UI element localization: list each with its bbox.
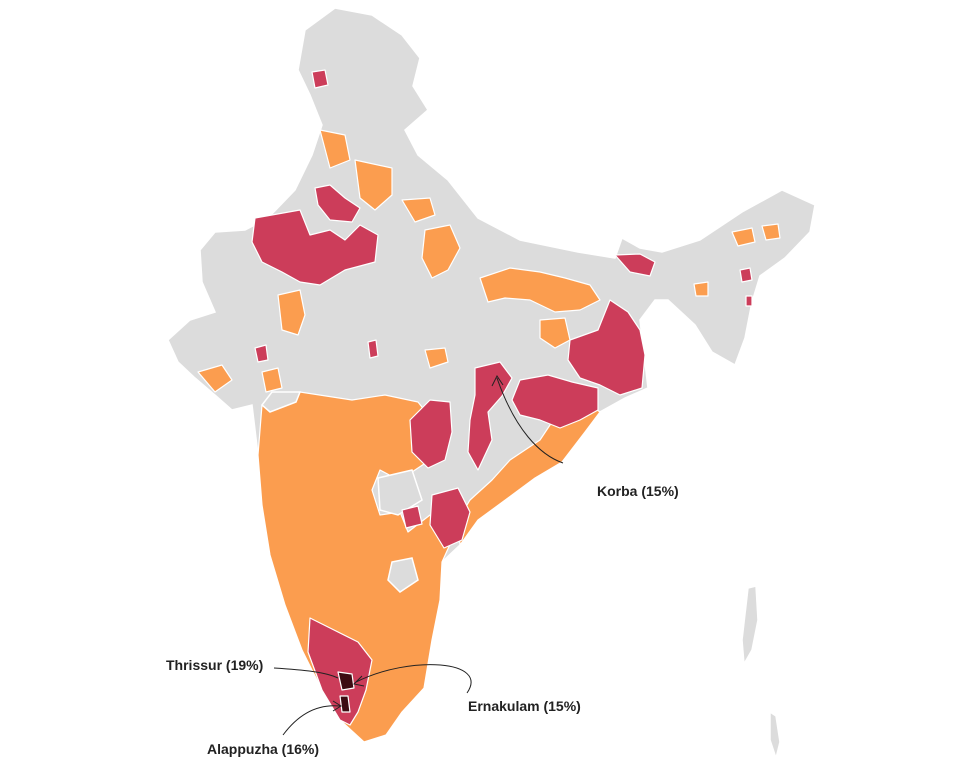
region-bengal — [567, 299, 646, 396]
ernakulam-arrowhead — [352, 675, 365, 687]
andaman-islands — [741, 585, 759, 667]
region-small-red-1 — [401, 505, 423, 529]
nicobar-islands — [769, 710, 781, 761]
alappuzha-arrowhead — [332, 700, 342, 712]
region-telangana-red — [429, 487, 471, 549]
district-thrissur — [337, 671, 355, 691]
region-kerala — [307, 617, 373, 726]
region-kashmir-red — [311, 69, 329, 89]
korba-arrowhead — [491, 375, 504, 387]
thrissur-leader — [273, 667, 339, 679]
region-bihar-orange — [479, 267, 601, 313]
region-haryana-red — [314, 184, 361, 223]
region-ne-red-2 — [745, 295, 753, 307]
region-mp-red — [367, 339, 379, 359]
korba-leader — [496, 377, 564, 464]
region-rajasthan-red — [251, 209, 379, 286]
alappuzha-leader — [282, 705, 341, 736]
region-gujarat-orange-2 — [261, 367, 283, 393]
region-punjab-orange — [319, 129, 351, 169]
region-south-grey-2 — [387, 557, 419, 593]
region-ne-orange-1 — [731, 227, 756, 247]
district-alappuzha — [339, 695, 351, 713]
region-south-grey-3 — [260, 391, 302, 413]
region-odisha — [511, 374, 599, 429]
region-vidarbha-red — [409, 399, 453, 469]
label-ernakulam: Ernakulam (15%) — [468, 698, 581, 714]
region-ne-orange-3 — [693, 281, 709, 297]
region-jharkhand-orange — [539, 317, 571, 349]
region-up-orange-3 — [354, 159, 393, 211]
region-ne-red-1 — [739, 267, 753, 283]
region-north-bengal — [614, 253, 656, 277]
region-ne-orange-2 — [761, 223, 781, 241]
region-gujarat-orange — [197, 364, 233, 393]
region-rajasthan-orange — [277, 289, 306, 336]
label-korba: Korba (15%) — [597, 483, 679, 499]
label-thrissur: Thrissur (19%) — [166, 657, 264, 673]
region-gujarat-red — [254, 344, 269, 363]
region-mp-orange — [424, 347, 449, 369]
ernakulam-leader — [355, 664, 472, 694]
label-alappuzha: Alappuzha (16%) — [207, 741, 320, 757]
region-up-orange-2 — [401, 197, 436, 223]
region-up-orange-1 — [421, 224, 461, 279]
